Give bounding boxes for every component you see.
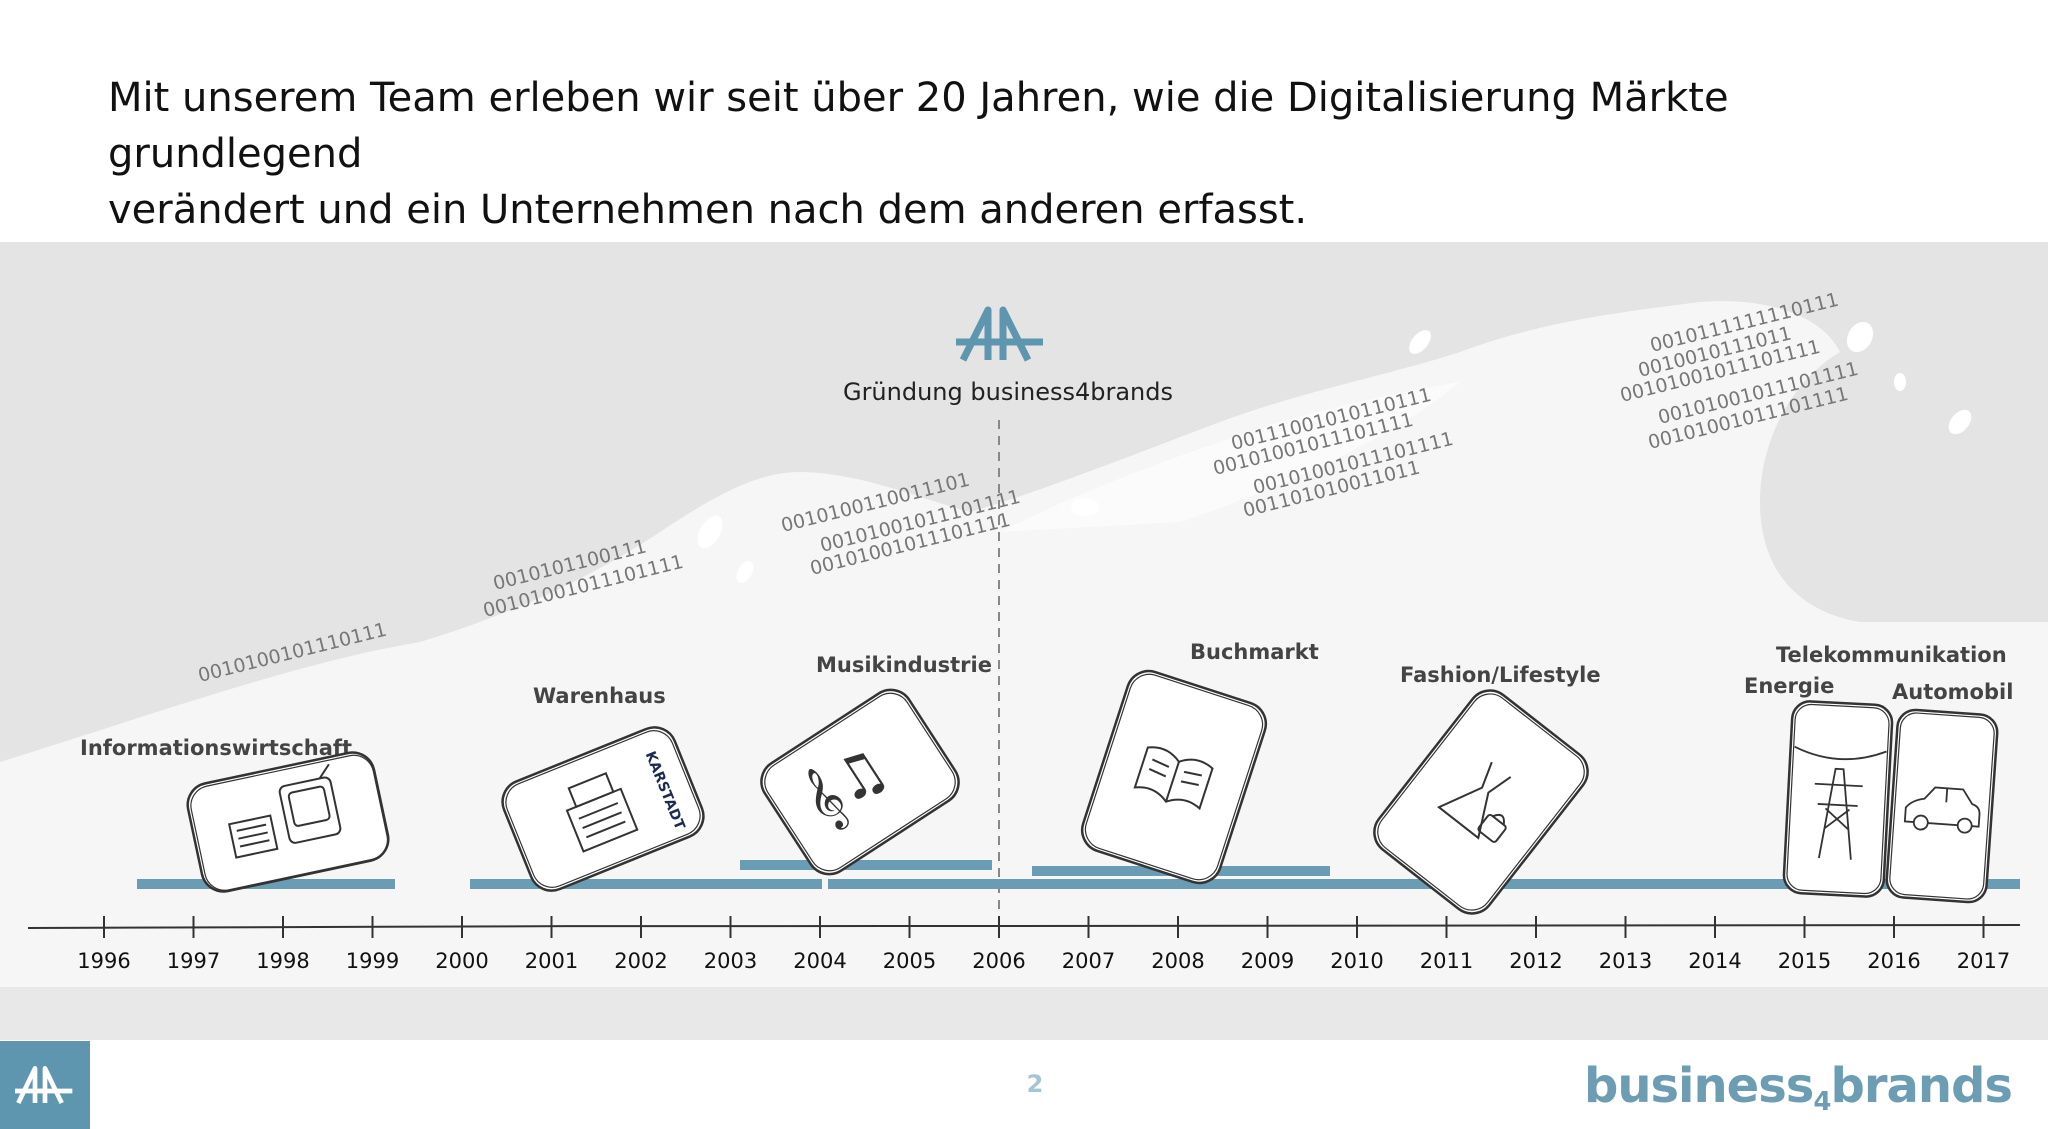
year-label: 1996 bbox=[77, 949, 130, 973]
industry-cards: KARSTADT 𝄞♫ bbox=[186, 669, 1999, 915]
industry-labels: Informationswirtschaft Warenhaus Musikin… bbox=[80, 640, 2013, 760]
spray-droplets bbox=[697, 321, 1972, 583]
year-label: 1997 bbox=[167, 949, 220, 973]
year-label: 2008 bbox=[1151, 949, 1204, 973]
card-fashion bbox=[1373, 689, 1589, 915]
car-icon bbox=[1903, 786, 1981, 834]
headline-line-2: verändert und ein Unternehmen nach dem a… bbox=[108, 187, 1308, 233]
bar-retail bbox=[470, 879, 822, 889]
card-warenhaus: KARSTADT bbox=[501, 726, 705, 892]
bar-music bbox=[740, 860, 992, 870]
founding-label: Gründung business4brands bbox=[843, 378, 1173, 406]
year-label: 2016 bbox=[1867, 949, 1920, 973]
label-automobil: Automobil bbox=[1892, 680, 2013, 704]
page-headline: Mit unserem Team erleben wir seit über 2… bbox=[108, 70, 1928, 238]
year-label: 2003 bbox=[704, 949, 757, 973]
year-label: 2015 bbox=[1778, 949, 1831, 973]
dress-handbag-icon bbox=[1436, 761, 1512, 843]
power-pylon-icon bbox=[1794, 745, 1887, 860]
newspaper-tv-icon bbox=[228, 763, 342, 859]
year-label: 2004 bbox=[793, 949, 846, 973]
label-musikindustrie: Musikindustrie bbox=[816, 653, 992, 677]
year-label: 2005 bbox=[883, 949, 936, 973]
page-number: 2 bbox=[1026, 1070, 1044, 1098]
year-label: 2006 bbox=[972, 949, 1025, 973]
year-label: 2009 bbox=[1241, 949, 1294, 973]
label-warenhaus: Warenhaus bbox=[533, 684, 666, 708]
year-label: 2014 bbox=[1688, 949, 1741, 973]
founding-logo-icon bbox=[956, 306, 1043, 362]
year-label: 2010 bbox=[1330, 949, 1383, 973]
card-music: 𝄞♫ bbox=[760, 688, 960, 876]
year-label: 2002 bbox=[614, 949, 667, 973]
brand-prefix: business bbox=[1583, 1058, 1814, 1114]
brand-logo: business4brands bbox=[1583, 1058, 2013, 1117]
wave-crest bbox=[1000, 382, 1460, 532]
bar-long bbox=[828, 879, 2020, 889]
year-label: 2011 bbox=[1420, 949, 1473, 973]
year-label: 2000 bbox=[435, 949, 488, 973]
open-book-icon bbox=[1133, 746, 1214, 811]
year-label: 2017 bbox=[1957, 949, 2010, 973]
year-label: 2007 bbox=[1062, 949, 1115, 973]
year-label: 2012 bbox=[1509, 949, 1562, 973]
year-label: 2001 bbox=[525, 949, 578, 973]
card-books bbox=[1080, 669, 1268, 885]
card-automobile bbox=[1885, 708, 1999, 904]
headline-line-1: Mit unserem Team erleben wir seit über 2… bbox=[108, 75, 1729, 177]
label-buchmarkt: Buchmarkt bbox=[1190, 640, 1319, 664]
footer-bar bbox=[0, 1040, 2048, 1129]
label-informationswirtschaft: Informationswirtschaft bbox=[80, 736, 352, 760]
brand-sub: 4 bbox=[1813, 1087, 1831, 1117]
year-label: 1998 bbox=[256, 949, 309, 973]
label-energie: Energie bbox=[1744, 674, 1834, 698]
timeline-diagram: Gründung business4brands 1996 1997 1998 199… bbox=[0, 242, 2048, 1042]
footer-logo-icon bbox=[0, 1041, 90, 1129]
label-telekommunikation: Telekommunikation bbox=[1776, 643, 2007, 667]
label-fashion-lifestyle: Fashion/Lifestyle bbox=[1400, 663, 1601, 687]
bottom-strip bbox=[0, 987, 2048, 1042]
year-label: 1999 bbox=[346, 949, 399, 973]
year-label: 2013 bbox=[1599, 949, 1652, 973]
cash-register-icon bbox=[565, 772, 639, 853]
card-energy bbox=[1782, 700, 1894, 898]
brand-suffix: brands bbox=[1830, 1058, 2013, 1114]
card-information bbox=[186, 751, 390, 893]
year-ticks: 1996 1997 1998 1999 2000 2001 2002 2003 2004 2005… bbox=[77, 916, 2010, 973]
